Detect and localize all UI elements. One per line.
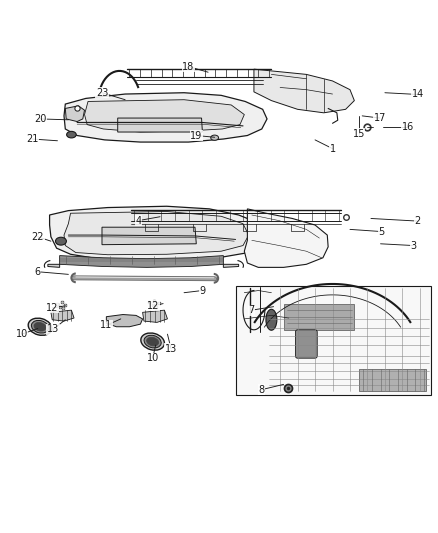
Polygon shape [102,227,196,245]
Ellipse shape [266,309,277,330]
Polygon shape [143,310,167,322]
Ellipse shape [141,333,164,350]
Polygon shape [64,93,267,142]
Text: 18: 18 [182,61,194,71]
Text: 2: 2 [414,216,421,226]
Ellipse shape [211,135,219,140]
Polygon shape [236,286,431,395]
Polygon shape [285,304,354,330]
Polygon shape [49,206,266,261]
Text: 6: 6 [35,266,41,277]
Polygon shape [51,310,74,321]
Ellipse shape [56,237,67,245]
Text: 14: 14 [412,90,424,100]
Text: 13: 13 [47,325,59,334]
Polygon shape [244,209,328,268]
Polygon shape [118,118,202,132]
Ellipse shape [34,322,46,331]
Text: 16: 16 [402,122,414,132]
Ellipse shape [147,337,159,346]
Text: 5: 5 [378,227,385,237]
Polygon shape [359,369,426,391]
Text: 10: 10 [15,329,28,339]
Text: 1: 1 [329,143,336,154]
Text: 23: 23 [96,88,108,98]
Text: 10: 10 [146,353,159,363]
Text: 8: 8 [259,385,265,394]
FancyBboxPatch shape [295,330,317,358]
Text: 15: 15 [353,129,365,139]
Text: 12: 12 [147,301,160,311]
Text: 3: 3 [410,240,417,251]
Polygon shape [48,264,60,268]
Ellipse shape [28,318,52,335]
Text: 9: 9 [199,286,205,295]
Ellipse shape [32,320,49,333]
Polygon shape [106,314,143,327]
Polygon shape [60,256,223,268]
Text: 7: 7 [249,305,255,315]
Polygon shape [254,69,354,113]
Polygon shape [85,100,244,132]
Ellipse shape [67,131,76,138]
Polygon shape [223,264,239,268]
Text: 19: 19 [190,131,202,141]
Text: 13: 13 [165,344,177,353]
Text: 17: 17 [374,113,386,123]
Text: 20: 20 [34,114,46,124]
Text: 4: 4 [135,216,141,225]
Polygon shape [64,212,249,255]
Text: 21: 21 [26,134,38,144]
Ellipse shape [144,335,161,348]
Polygon shape [65,106,85,122]
Text: 22: 22 [32,232,44,242]
Text: 11: 11 [100,320,113,330]
Text: 12: 12 [46,303,58,313]
